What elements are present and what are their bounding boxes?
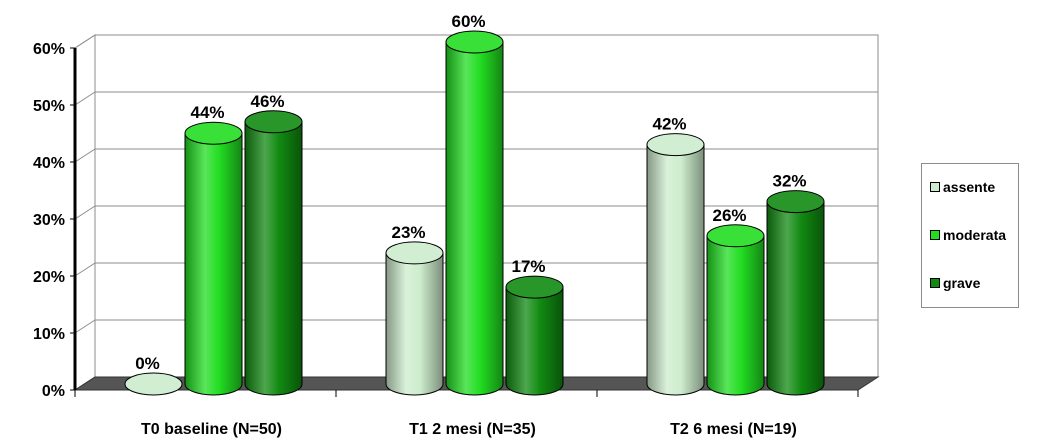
data-label: 17% — [511, 257, 545, 276]
chart-axes: 0% 10% 20% 30% 40% 50% 60% T0 baseline (N=50) T1… — [33, 41, 859, 438]
legend-item-assente: assente — [930, 179, 995, 195]
bar-assente — [646, 133, 705, 396]
bar-body — [385, 252, 444, 396]
bar-body — [646, 144, 705, 396]
bar-grave — [244, 110, 303, 396]
x-tick-label: T0 baseline (N=50) — [141, 421, 282, 438]
legend-swatch — [930, 230, 940, 240]
bar-top — [385, 241, 444, 265]
bar-moderata — [706, 224, 765, 396]
bar-top — [244, 110, 303, 134]
gridline-side — [74, 319, 96, 334]
bar-top — [766, 190, 825, 214]
data-label: 42% — [652, 115, 686, 134]
bar-assente — [124, 372, 183, 396]
bar-assente — [385, 241, 444, 396]
gridline-side — [74, 91, 96, 106]
legend-swatch — [930, 278, 940, 288]
chart-legend: assente moderata grave — [921, 163, 1019, 308]
bar-body — [766, 201, 825, 396]
y-tick-label: 50% — [33, 98, 65, 115]
data-label: 44% — [190, 103, 224, 122]
legend-label: moderata — [943, 227, 1007, 243]
legend-label: grave — [943, 275, 981, 291]
bar-top — [706, 224, 765, 248]
bar-grave — [505, 275, 564, 396]
data-label: 23% — [391, 223, 425, 242]
bar-moderata — [184, 121, 243, 396]
bar-moderata — [445, 30, 504, 396]
y-tick-label: 30% — [33, 212, 65, 229]
gridline-side — [74, 262, 96, 277]
data-label: 46% — [250, 92, 284, 111]
bar-body — [445, 41, 504, 396]
data-label: 26% — [712, 206, 746, 225]
bar-body — [184, 132, 243, 396]
legend-swatch — [930, 182, 940, 192]
y-tick-label: 0% — [42, 383, 65, 400]
y-tick-label: 40% — [33, 155, 65, 172]
bar-top — [124, 372, 183, 396]
bar-top — [445, 30, 504, 54]
gridline-side — [74, 34, 96, 49]
chart-bars — [124, 30, 825, 396]
bar-grave — [766, 190, 825, 396]
bar-top — [184, 121, 243, 145]
bar-top — [505, 275, 564, 299]
y-tick-label: 60% — [33, 41, 65, 58]
data-label: 32% — [772, 172, 806, 191]
data-label: 0% — [135, 354, 160, 373]
gridline-side — [74, 148, 96, 163]
y-tick-label: 20% — [33, 269, 65, 286]
bar-body — [244, 121, 303, 396]
legend-item-moderata: moderata — [930, 227, 1006, 243]
x-tick-label: T2 6 mesi (N=19) — [670, 421, 797, 438]
gridline-side — [74, 205, 96, 220]
data-label: 60% — [451, 12, 485, 31]
legend-label: assente — [943, 179, 996, 195]
bar-body — [706, 235, 765, 396]
bar-top — [646, 133, 705, 157]
chart-labels: 0% 44% 46% 23% 60% 17% 42% 26% 32% — [135, 12, 806, 373]
legend-item-grave: grave — [930, 275, 980, 291]
bar-body — [505, 286, 564, 396]
x-tick-label: T1 2 mesi (N=35) — [409, 421, 536, 438]
y-tick-label: 10% — [33, 326, 65, 343]
